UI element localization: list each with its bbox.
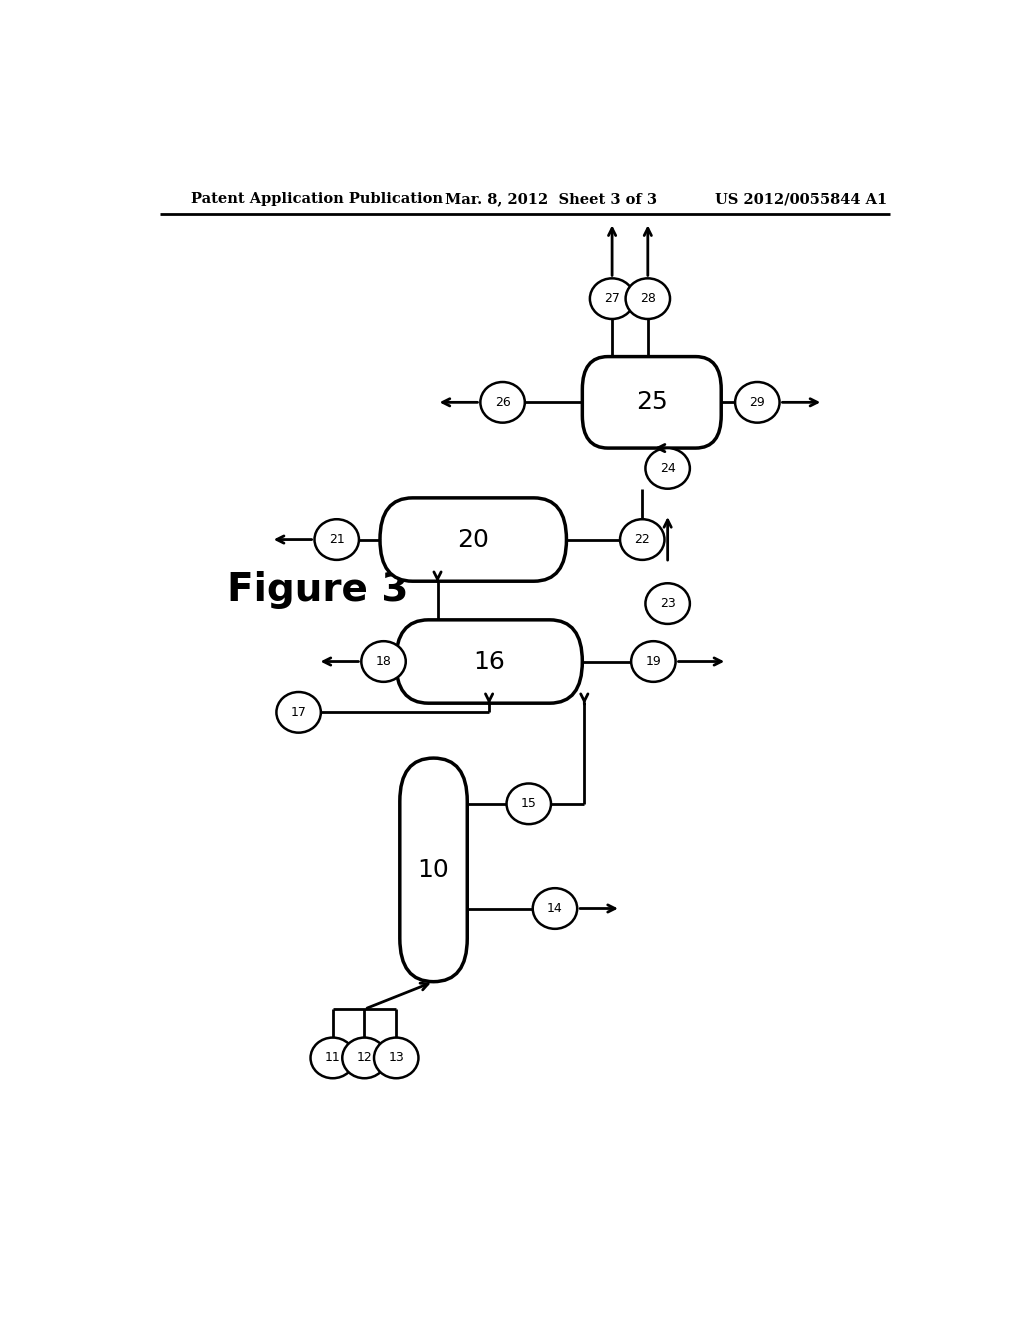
Text: 17: 17 bbox=[291, 706, 306, 719]
Ellipse shape bbox=[507, 784, 551, 824]
Text: 29: 29 bbox=[750, 396, 765, 409]
Text: 25: 25 bbox=[636, 391, 668, 414]
Ellipse shape bbox=[626, 279, 670, 319]
Text: Patent Application Publication: Patent Application Publication bbox=[191, 191, 443, 206]
Text: 27: 27 bbox=[604, 292, 621, 305]
Text: 18: 18 bbox=[376, 655, 391, 668]
Ellipse shape bbox=[645, 583, 690, 624]
Text: 28: 28 bbox=[640, 292, 655, 305]
Ellipse shape bbox=[361, 642, 406, 682]
Text: 24: 24 bbox=[659, 462, 676, 475]
Text: 20: 20 bbox=[458, 528, 489, 552]
Ellipse shape bbox=[314, 519, 359, 560]
Text: 10: 10 bbox=[418, 858, 450, 882]
Text: 13: 13 bbox=[388, 1052, 404, 1064]
Text: 11: 11 bbox=[325, 1052, 341, 1064]
FancyBboxPatch shape bbox=[583, 356, 721, 447]
Ellipse shape bbox=[374, 1038, 419, 1078]
Text: 12: 12 bbox=[356, 1052, 373, 1064]
Text: 26: 26 bbox=[495, 396, 510, 409]
Ellipse shape bbox=[645, 447, 690, 488]
Text: 15: 15 bbox=[521, 797, 537, 810]
Text: Figure 3: Figure 3 bbox=[227, 572, 409, 610]
Text: 14: 14 bbox=[547, 902, 563, 915]
FancyBboxPatch shape bbox=[380, 498, 566, 581]
Text: Mar. 8, 2012  Sheet 3 of 3: Mar. 8, 2012 Sheet 3 of 3 bbox=[445, 191, 657, 206]
Text: 21: 21 bbox=[329, 533, 345, 546]
Text: 19: 19 bbox=[645, 655, 662, 668]
Text: US 2012/0055844 A1: US 2012/0055844 A1 bbox=[715, 191, 888, 206]
Ellipse shape bbox=[631, 642, 676, 682]
Ellipse shape bbox=[480, 381, 525, 422]
Ellipse shape bbox=[532, 888, 578, 929]
Text: 23: 23 bbox=[659, 597, 676, 610]
Ellipse shape bbox=[342, 1038, 387, 1078]
Ellipse shape bbox=[735, 381, 779, 422]
Text: 16: 16 bbox=[473, 649, 505, 673]
FancyBboxPatch shape bbox=[399, 758, 467, 982]
Ellipse shape bbox=[310, 1038, 355, 1078]
Ellipse shape bbox=[590, 279, 634, 319]
Ellipse shape bbox=[276, 692, 321, 733]
Text: 22: 22 bbox=[635, 533, 650, 546]
Ellipse shape bbox=[620, 519, 665, 560]
FancyBboxPatch shape bbox=[396, 620, 583, 704]
